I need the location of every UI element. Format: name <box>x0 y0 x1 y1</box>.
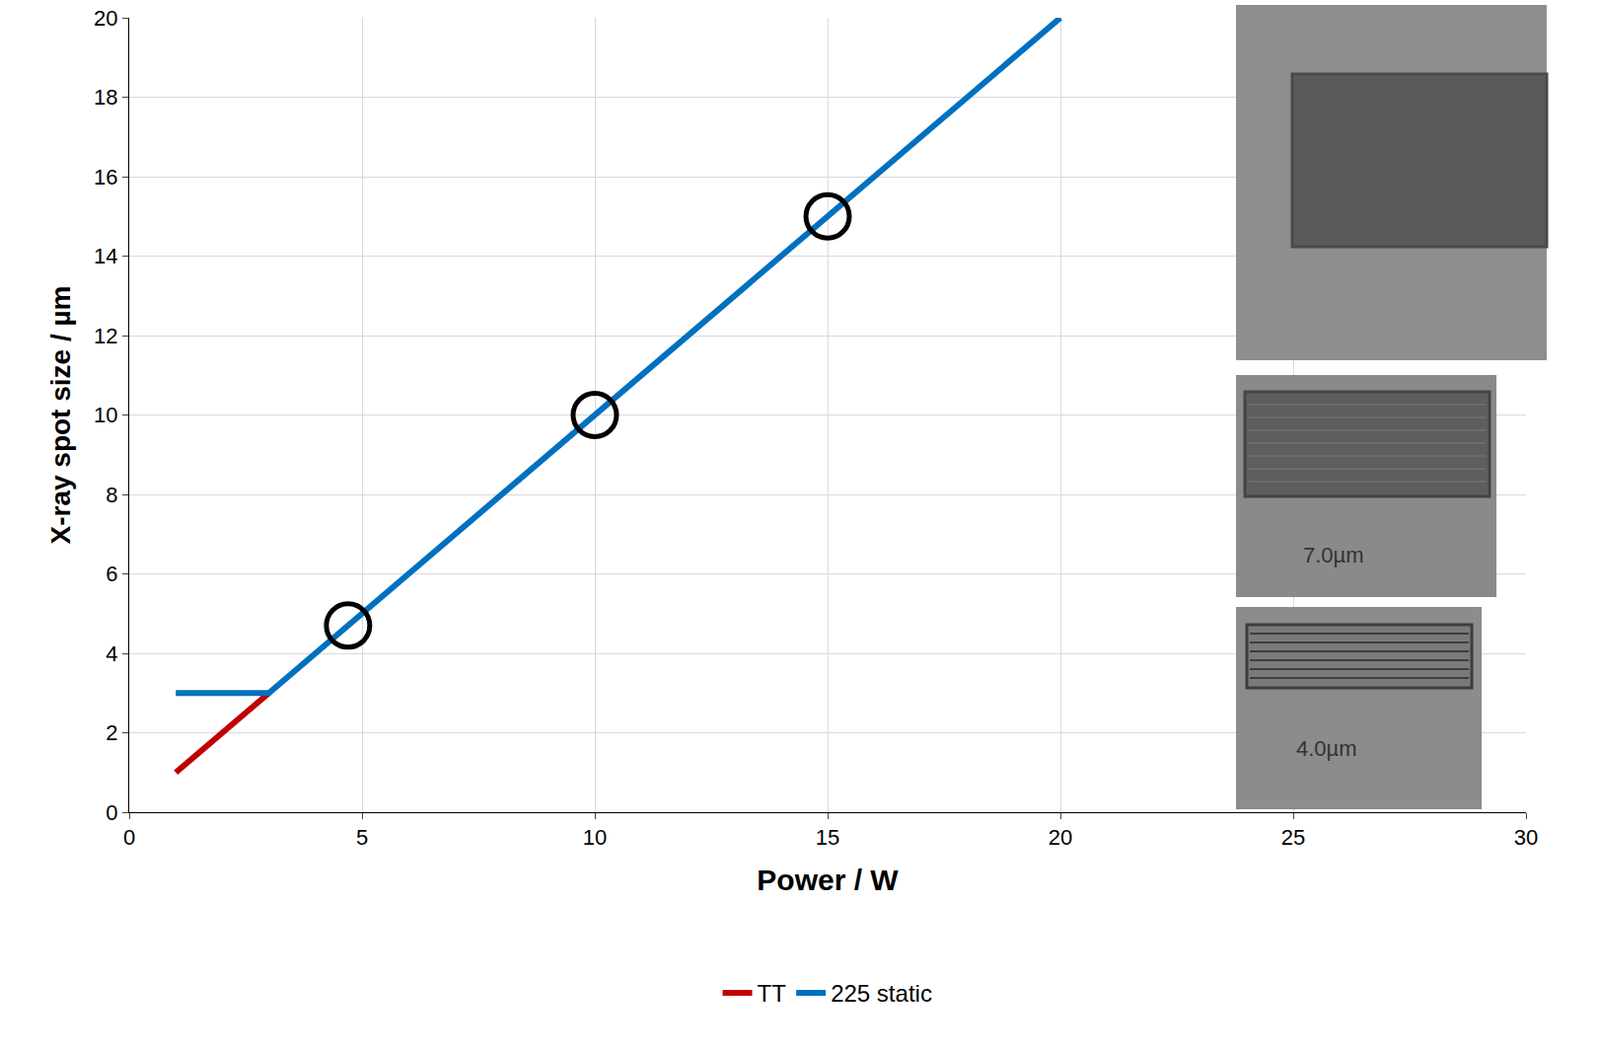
svg-text:225 static: 225 static <box>830 979 933 1007</box>
svg-text:20: 20 <box>1048 824 1073 850</box>
svg-text:6: 6 <box>105 561 118 586</box>
svg-text:0: 0 <box>123 824 136 850</box>
svg-text:16: 16 <box>93 164 118 190</box>
svg-text:4: 4 <box>105 641 118 666</box>
svg-text:20: 20 <box>93 5 118 31</box>
svg-text:7.0µm: 7.0µm <box>1303 542 1365 568</box>
svg-text:Power / W: Power / W <box>756 863 899 896</box>
svg-text:18: 18 <box>93 84 118 110</box>
svg-text:8: 8 <box>105 482 118 508</box>
svg-text:2: 2 <box>105 720 118 745</box>
svg-text:0: 0 <box>105 800 118 825</box>
svg-text:25: 25 <box>1281 824 1306 850</box>
svg-text:30: 30 <box>1514 824 1538 850</box>
svg-text:TT: TT <box>757 979 788 1007</box>
svg-text:14: 14 <box>93 243 118 269</box>
svg-text:X-ray spot size / µm: X-ray spot size / µm <box>45 286 76 545</box>
svg-text:15: 15 <box>815 824 840 850</box>
svg-text:12: 12 <box>93 323 118 349</box>
svg-text:10: 10 <box>582 824 607 850</box>
svg-text:10: 10 <box>93 402 118 428</box>
svg-text:4.0µm: 4.0µm <box>1296 735 1358 761</box>
svg-text:5: 5 <box>356 824 368 850</box>
